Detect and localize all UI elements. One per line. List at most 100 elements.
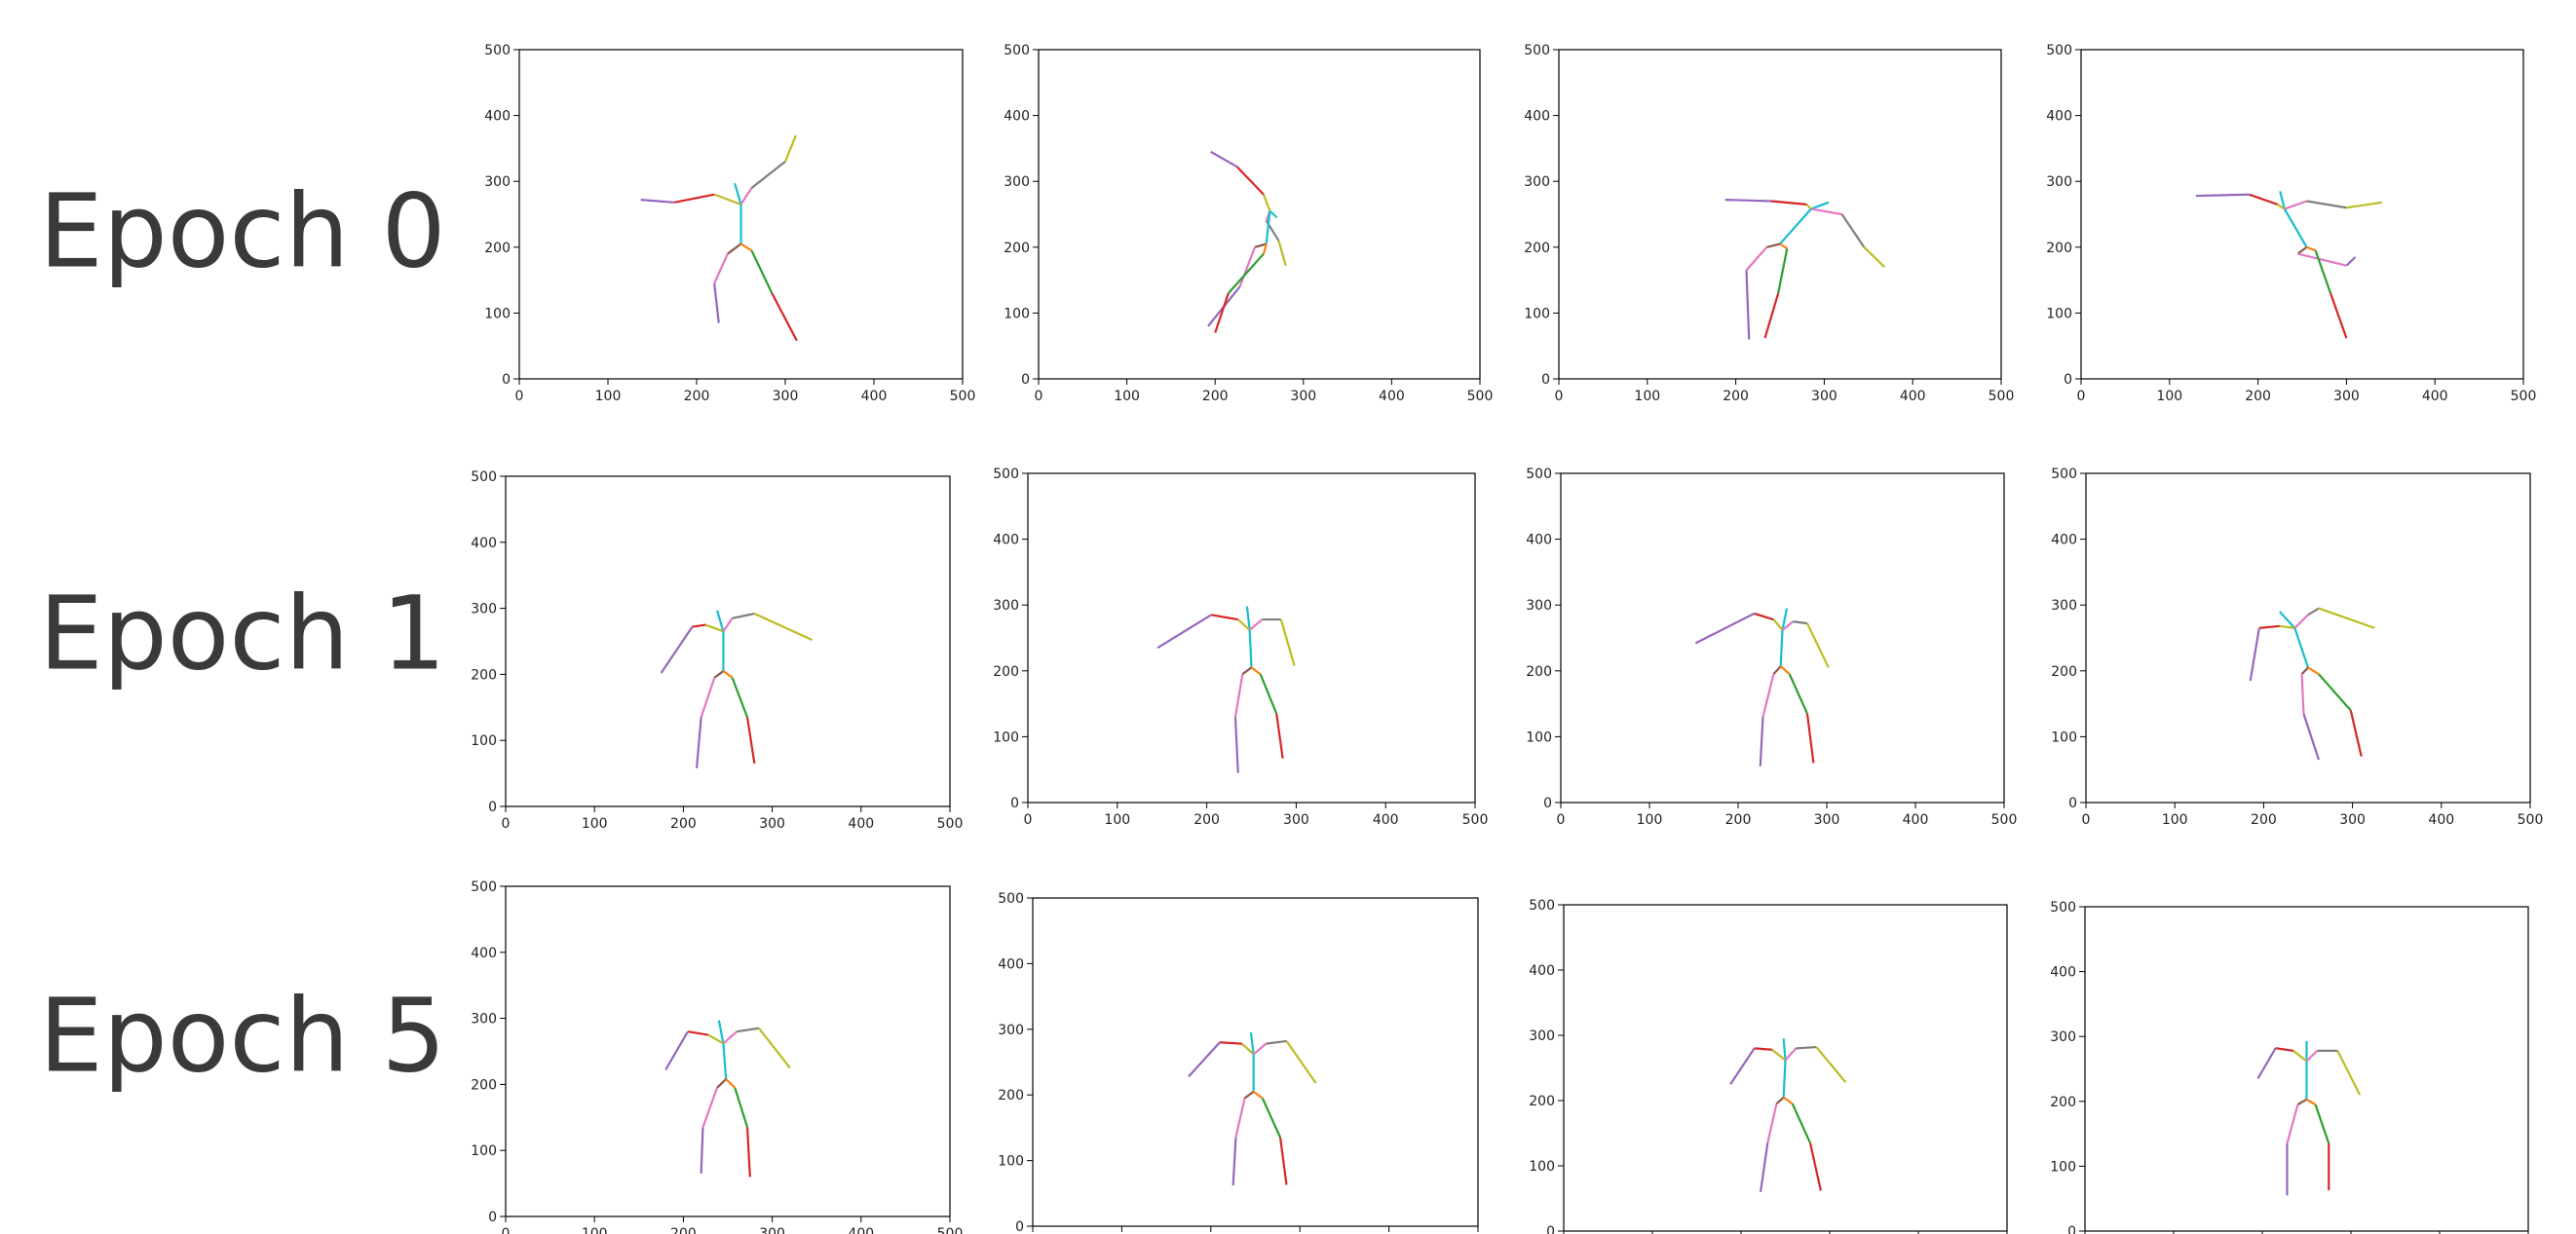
x-tick-label: 100 [582,816,608,832]
x-tick-label: 300 [1811,389,1837,404]
x-tick-label: 0 [2082,812,2091,828]
plot-frame [1559,50,2001,379]
bone [1796,1047,1816,1048]
x-tick-label: 0 [515,389,524,404]
x-tick-label: 400 [848,1226,874,1234]
y-tick-label: 100 [1529,1159,1555,1175]
y-tick-label: 100 [993,729,1019,745]
y-tick-label: 100 [1524,306,1550,321]
x-tick-label: 100 [2156,389,2182,404]
x-tick-label: 100 [1104,812,1130,828]
x-tick-label: 300 [759,1226,785,1234]
x-tick-label: 100 [2162,812,2188,828]
y-tick-label: 300 [471,602,497,617]
y-tick-label: 200 [471,667,497,683]
x-tick-label: 400 [861,389,888,404]
y-tick-label: 0 [488,1210,497,1225]
y-tick-label: 400 [993,533,1019,548]
plot-frame [2081,50,2523,379]
x-tick-label: 500 [2511,389,2537,404]
bone [1725,200,1771,201]
x-tick-label: 100 [1114,389,1140,404]
y-tick-label: 300 [1526,598,1552,614]
x-tick-label: 400 [2422,389,2448,404]
y-tick-label: 100 [471,733,497,749]
plot-frame [1039,50,1480,379]
y-tick-label: 0 [1546,1224,1555,1234]
y-tick-label: 200 [484,241,511,256]
x-tick-label: 500 [950,389,976,404]
x-tick-label: 200 [670,816,697,832]
y-tick-label: 500 [998,891,1024,907]
y-tick-label: 100 [471,1143,497,1159]
y-tick-label: 500 [993,467,1019,482]
bone [2196,195,2249,196]
y-tick-label: 100 [2046,306,2072,321]
y-tick-label: 500 [471,879,497,895]
x-tick-label: 100 [595,389,622,404]
y-tick-label: 200 [1526,664,1552,680]
x-tick-label: 200 [684,389,710,404]
y-tick-label: 400 [1526,533,1552,548]
x-tick-label: 300 [2339,812,2366,828]
y-tick-label: 300 [484,174,511,190]
x-tick-label: 200 [1723,389,1749,404]
y-tick-label: 300 [1529,1028,1555,1044]
x-tick-label: 300 [1814,812,1840,828]
x-tick-label: 300 [2333,389,2360,404]
row-label: Epoch 5 [39,976,446,1095]
y-tick-label: 200 [1004,241,1030,256]
y-tick-label: 200 [998,1088,1024,1103]
y-tick-label: 400 [1524,109,1550,125]
y-tick-label: 400 [1004,109,1030,125]
x-tick-label: 200 [2251,812,2277,828]
x-tick-label: 0 [1024,812,1033,828]
x-tick-label: 200 [2245,389,2271,404]
x-tick-label: 500 [1462,812,1489,828]
x-tick-label: 200 [1725,812,1752,828]
x-tick-label: 400 [1900,389,1926,404]
y-tick-label: 100 [998,1154,1024,1170]
y-tick-label: 0 [1543,796,1552,811]
x-tick-label: 400 [848,816,874,832]
y-tick-label: 200 [993,664,1019,680]
x-tick-label: 300 [759,816,785,832]
x-tick-label: 200 [670,1226,697,1234]
y-tick-label: 500 [1529,898,1555,914]
figure: Epoch 0Epoch 1Epoch 50100200300400500010… [0,0,2576,1234]
plot-frame [506,476,950,806]
y-tick-label: 500 [2051,467,2077,482]
y-tick-label: 100 [2050,1159,2076,1175]
y-tick-label: 400 [471,946,497,961]
y-tick-label: 0 [502,372,511,388]
y-tick-label: 500 [484,43,511,58]
y-tick-label: 200 [1529,1094,1555,1109]
y-tick-label: 500 [1004,43,1030,58]
x-tick-label: 0 [1557,812,1566,828]
plot-frame [506,886,950,1216]
y-tick-label: 500 [1524,43,1550,58]
y-tick-label: 200 [2050,1095,2076,1110]
y-tick-label: 300 [993,598,1019,614]
y-tick-label: 0 [2064,372,2072,388]
x-tick-label: 400 [1373,812,1399,828]
y-tick-label: 300 [2046,174,2072,190]
y-tick-label: 0 [1021,372,1030,388]
y-tick-label: 200 [1524,241,1550,256]
bone [1755,1048,1772,1049]
y-tick-label: 400 [2050,965,2076,981]
x-tick-label: 100 [1634,389,1660,404]
y-tick-label: 0 [1010,796,1019,811]
y-tick-label: 0 [488,800,497,815]
page: Epoch 0Epoch 1Epoch 50100200300400500010… [0,0,2576,1234]
x-tick-label: 0 [1555,389,1564,404]
y-tick-label: 100 [1004,306,1030,321]
y-tick-label: 0 [1015,1219,1024,1234]
x-tick-label: 400 [1379,389,1405,404]
y-tick-label: 100 [2051,729,2077,745]
x-tick-label: 500 [1991,812,2018,828]
x-tick-label: 0 [502,1226,511,1234]
bone [1220,1042,1242,1043]
y-tick-label: 400 [484,109,511,125]
y-tick-label: 300 [471,1012,497,1028]
